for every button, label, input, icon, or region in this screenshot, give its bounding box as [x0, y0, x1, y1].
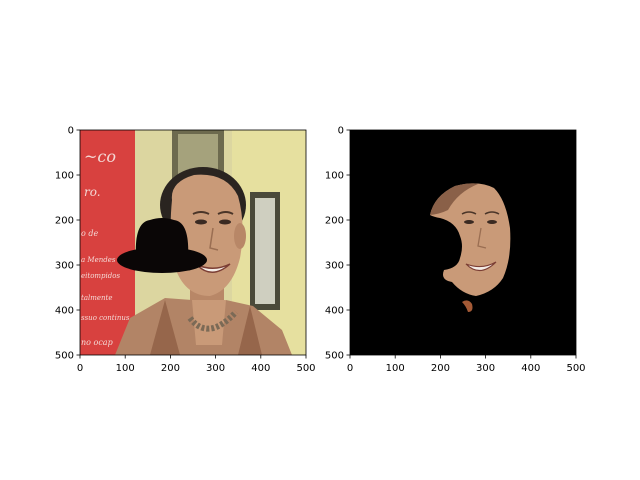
poster-text-2: ro. [84, 185, 101, 199]
y-tick-label: 100 [55, 171, 74, 182]
poster-text-7: ssuo continus [81, 314, 130, 322]
right-image [350, 130, 576, 355]
x-tick-label: 400 [251, 363, 270, 374]
poster-text-1: ~co [84, 147, 116, 166]
x-tick-label: 200 [161, 363, 180, 374]
poster-text-8: no ocap [81, 338, 113, 347]
x-tick-label: 0 [77, 363, 83, 374]
y-tick-label: 300 [55, 261, 74, 272]
y-tick-label: 200 [325, 216, 344, 227]
neck-fragment [462, 300, 473, 312]
y-tick-label: 0 [338, 126, 344, 137]
x-tick-label: 300 [206, 363, 225, 374]
y-tick-label: 400 [55, 306, 74, 317]
hat-icon [117, 218, 207, 273]
left-axes-frame [79, 129, 307, 356]
x-tick-label: 500 [296, 363, 315, 374]
y-tick-label: 500 [55, 351, 74, 362]
x-tick-label: 400 [521, 363, 540, 374]
y-tick-label: 100 [325, 171, 344, 182]
poster-text-6: talmente [81, 294, 112, 302]
y-tick-label: 500 [325, 351, 344, 362]
x-tick-label: 100 [386, 363, 405, 374]
x-tick-label: 0 [347, 363, 353, 374]
x-tick-label: 500 [566, 363, 585, 374]
y-tick-label: 200 [55, 216, 74, 227]
y-tick-label: 0 [68, 126, 74, 137]
x-tick-label: 300 [476, 363, 495, 374]
right-axes-frame [349, 129, 577, 356]
poster-text-3: o de [81, 229, 98, 238]
x-tick-label: 100 [116, 363, 135, 374]
poster-text-4: a Mendes [81, 256, 116, 264]
y-tick-label: 400 [325, 306, 344, 317]
x-tick-label: 200 [431, 363, 450, 374]
y-tick-label: 300 [325, 261, 344, 272]
red-poster [80, 130, 135, 355]
left-image: ~co ro. o de a Mendes eitompidos talment… [80, 130, 306, 355]
poster-text-5: eitompidos [81, 272, 120, 280]
